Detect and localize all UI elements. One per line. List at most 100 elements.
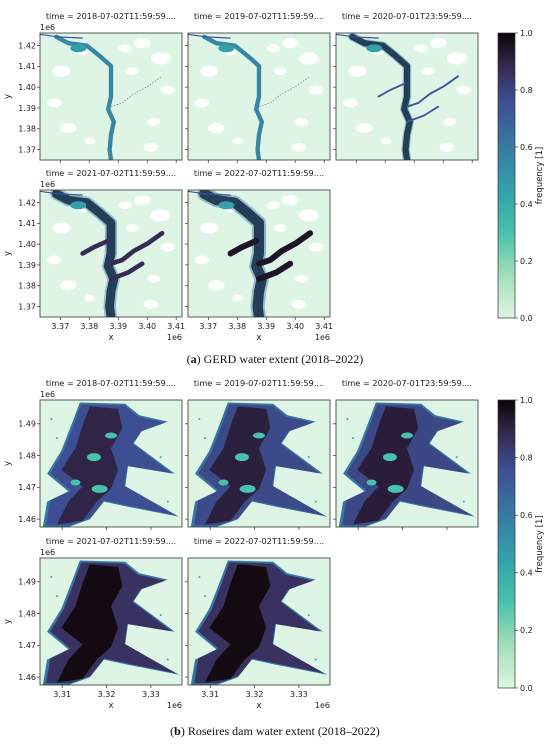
- cloud-patch: [52, 65, 71, 77]
- colorbar-label: frequency [1]: [535, 515, 545, 572]
- reservoir-head: [218, 44, 235, 53]
- y-tick-label: 1.49: [18, 420, 36, 429]
- colorbar-tick-label: 0.0: [520, 684, 533, 693]
- cloud-patch: [308, 85, 323, 95]
- panel-image: [338, 402, 476, 527]
- colorbar-tick-label: 1.0: [520, 396, 533, 405]
- cloud-patch: [232, 137, 244, 145]
- cloud-patch: [232, 294, 244, 302]
- cloud-patch: [84, 294, 96, 302]
- panel-frame: [39, 32, 183, 161]
- island-patch: [218, 479, 229, 486]
- cloud-patch: [118, 201, 132, 210]
- colorbar-tick-label: 0.4: [520, 200, 533, 209]
- x-tick-label: 3.37: [199, 322, 217, 331]
- speckle: [455, 456, 458, 459]
- y-tick-label: 1.40: [18, 83, 36, 92]
- y-offset-label: 1e6: [40, 23, 55, 32]
- panel-title: time = 2018-07-02T11:59:59....: [46, 378, 176, 388]
- panel-roseires-5: time = 2022-07-02T11:59:59.... 3.31 3.32 3.…: [185, 536, 331, 711]
- panel-title: time = 2020-07-01T23:59:59....: [342, 378, 472, 388]
- speckle: [50, 576, 53, 579]
- speckle: [462, 500, 465, 503]
- x-offset-label: 1e6: [167, 333, 182, 342]
- cloud-patch: [208, 280, 225, 291]
- panel-image: [42, 560, 180, 685]
- cloud-patch: [200, 222, 219, 234]
- island-patch: [91, 484, 108, 493]
- x-offset-label: 1e6: [315, 701, 330, 710]
- reservoir-core: [57, 564, 123, 683]
- panel-roseires-2: time = 2019-07-02T11:59:59....: [185, 378, 331, 530]
- colorbar-gradient: [497, 399, 516, 689]
- panel-image: [42, 402, 180, 527]
- island-patch: [253, 432, 265, 439]
- x-tick-label: 3.37: [51, 322, 69, 331]
- river-line: [188, 190, 231, 196]
- y-axis-label: y: [3, 251, 13, 256]
- island-patch: [382, 453, 397, 462]
- reservoir-branch: [377, 82, 406, 98]
- x-tick-label: 3.32: [246, 690, 264, 699]
- panel-frame: [187, 189, 331, 318]
- panel-title: time = 2021-07-02T11:59:59....: [46, 536, 176, 546]
- reservoir-head: [366, 44, 383, 53]
- y-tick-label: 1.42: [18, 198, 36, 207]
- reservoir-edge: [50, 190, 120, 317]
- reservoir-edge: [348, 33, 414, 160]
- x-offset-label: 1e6: [167, 701, 182, 710]
- cloud-patch: [150, 52, 171, 65]
- reservoir-main: [54, 34, 116, 160]
- panel-title: time = 2022-07-02T11:59:59....: [194, 536, 324, 546]
- cloud-patch: [348, 65, 367, 77]
- panel-title: time = 2021-07-02T11:59:59....: [46, 168, 176, 178]
- y-tick-label: 1.40: [18, 240, 36, 249]
- cloud-patch: [160, 242, 175, 252]
- speckle: [56, 595, 59, 598]
- y-tick-label: 1.47: [18, 483, 36, 492]
- cloud-patch: [439, 142, 454, 152]
- speckle: [346, 418, 349, 421]
- river-line: [40, 190, 83, 196]
- panel-title: time = 2018-07-02T11:59:59....: [46, 11, 176, 21]
- y-tick-label: 1.37: [18, 145, 36, 154]
- cloud-patch: [456, 85, 471, 95]
- panel-title: time = 2019-07-02T11:59:59....: [194, 378, 324, 388]
- x-tick-label: 3.38: [80, 322, 98, 331]
- panel-gerd-4: time = 2021-07-02T11:59:59.... 1.37 1.38 1.…: [3, 168, 185, 343]
- cloud-patch: [147, 275, 160, 283]
- reservoir-branch: [108, 230, 165, 266]
- x-tick-label: 3.39: [109, 322, 127, 331]
- cloud-patch: [380, 137, 392, 145]
- y-tick-label: 1.39: [18, 104, 36, 113]
- y-tick-label: 1.46: [18, 673, 36, 682]
- y-tick-label: 1.37: [18, 302, 36, 311]
- panel-image: [190, 402, 328, 527]
- colorbar-tick-label: 0.4: [520, 569, 533, 578]
- y-axis-label: y: [3, 461, 13, 466]
- panel-frame: [187, 32, 331, 161]
- cloud-patch: [291, 299, 306, 309]
- cloud-patch: [446, 52, 467, 65]
- panel-image: [40, 33, 175, 160]
- panel-image: [336, 33, 471, 160]
- tributary-line: [258, 75, 311, 107]
- reservoir-main: [199, 190, 267, 317]
- x-tick-label: 3.33: [142, 690, 160, 699]
- cloud-patch: [195, 98, 210, 108]
- cloud-patch: [160, 85, 175, 95]
- x-tick-label: 3.40: [286, 322, 304, 331]
- x-tick-label: 3.40: [138, 322, 156, 331]
- cloud-patch: [118, 44, 132, 53]
- colorbar-tick-label: 0.6: [520, 511, 533, 520]
- caption-a: (a) GERD water extent (2018–2022): [186, 352, 364, 366]
- x-axis-label: x: [256, 333, 261, 343]
- y-tick-label: 1.38: [18, 282, 36, 291]
- colorbar-gerd: 0.0 0.2 0.4 0.6 0.8 1.0 frequency [1]: [497, 29, 545, 323]
- x-tick-label: 3.33: [290, 690, 308, 699]
- panel-frame: [335, 399, 479, 528]
- cloud-patch: [47, 98, 62, 108]
- panel-gerd-1: time = 2018-07-02T11:59:59.... 1.37 1.38 1.…: [3, 11, 183, 163]
- y-axis-label: y: [3, 94, 13, 99]
